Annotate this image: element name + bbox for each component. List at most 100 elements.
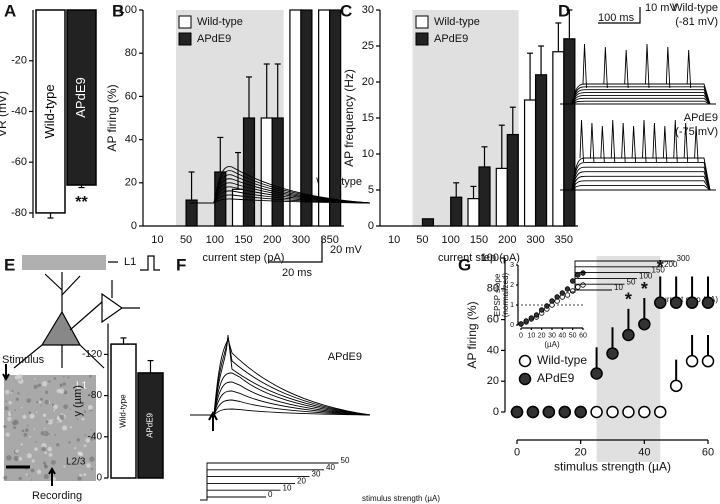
bar <box>271 117 284 227</box>
step-line <box>200 482 295 501</box>
trace <box>190 186 371 204</box>
y-tick-label: 0 <box>493 406 499 418</box>
axis-label: stimulus strength (µA) <box>362 494 440 503</box>
bar-label: Wild-type <box>119 394 128 428</box>
y-tick-label: 1 <box>510 302 514 309</box>
speckle <box>59 388 65 394</box>
trace <box>560 89 716 105</box>
trace-label: Wild-type <box>672 2 718 14</box>
spike <box>652 122 657 163</box>
bar-label: APdE9 <box>73 77 88 117</box>
trace <box>560 184 716 191</box>
speckle <box>18 456 23 461</box>
speckle <box>53 409 56 412</box>
speckle <box>63 465 66 468</box>
spike <box>589 122 595 163</box>
speckle <box>33 384 38 390</box>
speckle <box>40 404 42 407</box>
trace <box>190 182 371 204</box>
speckle <box>54 434 56 436</box>
trace <box>560 175 716 191</box>
y-tick-label: 60 <box>487 314 499 326</box>
point <box>569 278 576 284</box>
y-tick-label: 10 <box>362 148 374 160</box>
speckle <box>36 469 42 475</box>
speckle <box>68 441 71 444</box>
speckle <box>78 393 82 396</box>
point <box>549 298 555 304</box>
step-label: 0 <box>268 490 273 499</box>
legend-label: APdE9 <box>197 33 231 45</box>
trace <box>190 336 371 416</box>
bar <box>300 9 313 227</box>
speckle <box>31 459 35 463</box>
step-label: 50 <box>341 456 350 465</box>
trace <box>190 194 371 204</box>
speckle <box>18 378 24 384</box>
point <box>559 290 566 296</box>
speckle <box>69 426 73 429</box>
scale-label: 10 mV <box>645 2 677 14</box>
bar-label: Wild-type <box>42 84 57 138</box>
speckle <box>75 389 78 392</box>
speckle <box>85 438 91 443</box>
speckle <box>79 473 83 477</box>
speckle <box>89 456 95 462</box>
bar <box>260 117 273 227</box>
trace <box>190 390 371 416</box>
y-tick-label: 40 <box>125 134 137 146</box>
speckle <box>8 401 12 405</box>
trace <box>560 83 716 105</box>
x-tick-label: 30 <box>548 332 556 339</box>
speckle <box>42 461 47 465</box>
trace <box>190 198 371 204</box>
y-tick-label: 100 <box>481 252 499 264</box>
x-tick-label: 10 <box>388 234 400 246</box>
speckle <box>35 411 38 414</box>
y-axis-label: (normalized) <box>501 272 510 317</box>
y-tick-label: 60 <box>125 90 137 102</box>
speckle <box>20 443 23 446</box>
speckle <box>21 406 23 409</box>
speckle <box>30 468 35 473</box>
bar <box>318 9 331 227</box>
speckle <box>56 443 60 447</box>
step-label: 150 <box>652 266 666 275</box>
x-tick-label: 20 <box>538 332 546 339</box>
point <box>701 354 715 368</box>
speckle <box>27 424 29 427</box>
trace <box>190 381 371 416</box>
x-tick-label: 0 <box>514 447 520 459</box>
point <box>622 328 635 342</box>
point <box>590 405 603 419</box>
x-tick-label: 100 <box>206 234 224 246</box>
panel-letter: F <box>176 255 186 274</box>
point <box>564 292 571 298</box>
speckle <box>48 380 51 383</box>
spike <box>621 122 626 163</box>
y-tick-label: -120 <box>82 349 102 360</box>
trace <box>190 170 371 204</box>
trace <box>190 178 371 204</box>
step-label: 20 <box>297 477 306 486</box>
point <box>544 303 550 309</box>
speckle <box>41 381 48 387</box>
bar <box>35 9 66 214</box>
y-tick-label: -80 <box>88 390 103 401</box>
arrow <box>2 364 10 381</box>
point <box>558 405 571 419</box>
speckle <box>52 476 57 481</box>
panel-letter: G <box>458 255 471 274</box>
panel-letter: D <box>558 1 570 20</box>
speckle <box>83 473 87 477</box>
speckle <box>76 418 79 420</box>
speckle <box>15 397 19 401</box>
x-tick-label: 50 <box>569 332 577 339</box>
spike <box>631 125 637 163</box>
bar <box>66 9 97 186</box>
speckle <box>24 428 29 433</box>
speckle <box>81 417 85 421</box>
y-axis-label: AP frequency (Hz) <box>342 69 356 167</box>
y-axis-label: EPSP slope <box>493 273 502 316</box>
speckle <box>19 379 21 381</box>
